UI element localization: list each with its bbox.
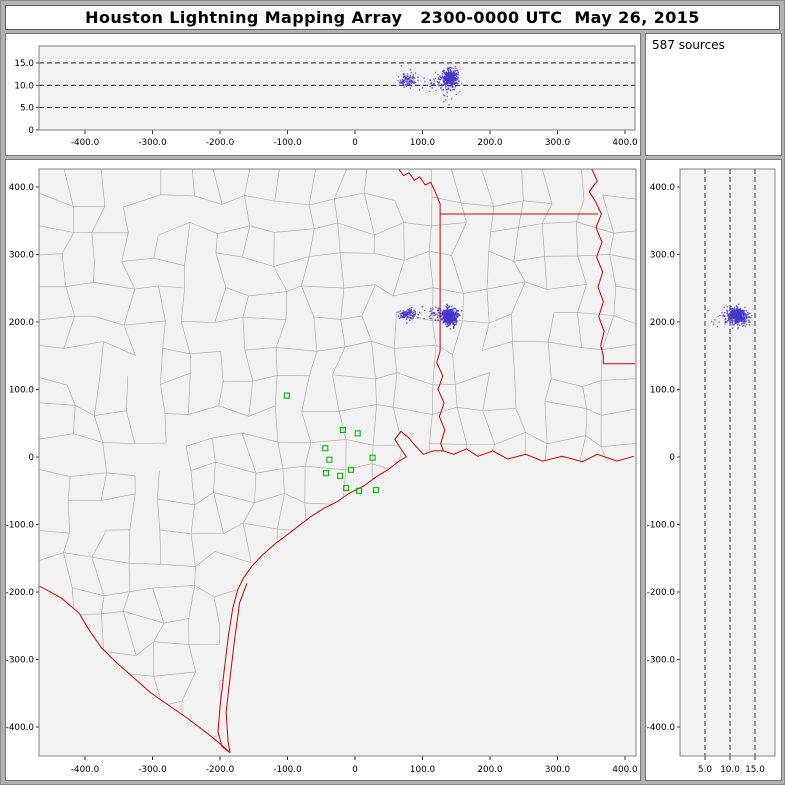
svg-text:0: 0 bbox=[352, 138, 358, 148]
svg-text:400.0: 400.0 bbox=[650, 183, 676, 193]
station-marker bbox=[339, 426, 346, 434]
svg-text:300.0: 300.0 bbox=[545, 138, 571, 148]
svg-text:100.0: 100.0 bbox=[9, 386, 35, 396]
source-count-label: 587 sources bbox=[652, 38, 725, 52]
coastline bbox=[217, 430, 634, 754]
plan-view-panel: -400.0 -300.0 -200.0 -100.0 0 100.0 200.0 300.0… bbox=[5, 159, 641, 781]
plan-view-plot[interactable]: -400.0 -300.0 -200.0 -100.0 0 100.0 200.0 300.0… bbox=[6, 160, 640, 780]
rio-grande bbox=[39, 585, 231, 754]
lightning-sources-layer bbox=[707, 303, 753, 330]
svg-text:-100.0: -100.0 bbox=[647, 521, 676, 531]
altitude-gridlines bbox=[704, 169, 756, 756]
svg-text:-400.0: -400.0 bbox=[647, 723, 676, 733]
svg-text:-300.0: -300.0 bbox=[138, 138, 167, 148]
lightning-sources-layer bbox=[397, 65, 463, 106]
mississippi-river bbox=[588, 169, 605, 364]
svg-text:-200.0: -200.0 bbox=[6, 588, 34, 598]
station-marker bbox=[283, 392, 290, 399]
altitude-ew-axes: -400.0 -300.0 -200.0 -100.0 0 100.0 200.0 300.0… bbox=[14, 59, 638, 148]
svg-text:-400.0: -400.0 bbox=[71, 138, 100, 148]
svg-text:400.0: 400.0 bbox=[612, 138, 638, 148]
station-marker bbox=[322, 470, 330, 477]
svg-text:-400.0: -400.0 bbox=[6, 723, 34, 733]
station-marker bbox=[369, 454, 376, 461]
svg-text:100.0: 100.0 bbox=[650, 386, 676, 396]
svg-text:0: 0 bbox=[669, 453, 675, 463]
svg-text:300.0: 300.0 bbox=[650, 251, 676, 261]
altitude-ns-panel: 5.0 10.0 15.0 400.0 300.0 200.0 100.0 0 -100.0 -2… bbox=[645, 159, 782, 781]
svg-text:200.0: 200.0 bbox=[477, 138, 503, 148]
station-marker bbox=[322, 445, 329, 452]
svg-text:-200.0: -200.0 bbox=[206, 765, 235, 775]
svg-text:300.0: 300.0 bbox=[545, 765, 571, 775]
barrier-island bbox=[225, 583, 248, 753]
altitude-ew-panel: -400.0 -300.0 -200.0 -100.0 0 100.0 200.0 300.0… bbox=[5, 33, 641, 156]
svg-text:10.0: 10.0 bbox=[14, 81, 34, 91]
station-marker bbox=[326, 456, 333, 463]
page-title: Houston Lightning Mapping Array 2300-000… bbox=[85, 8, 700, 27]
svg-text:-300.0: -300.0 bbox=[138, 765, 167, 775]
svg-text:400.0: 400.0 bbox=[9, 183, 35, 193]
svg-text:-300.0: -300.0 bbox=[6, 656, 34, 666]
altitude-ns-plot[interactable]: 5.0 10.0 15.0 400.0 300.0 200.0 100.0 0 -100.0 -2… bbox=[646, 160, 781, 780]
title-bar: Houston Lightning Mapping Array 2300-000… bbox=[5, 5, 780, 30]
plan-view-axes: -400.0 -300.0 -200.0 -100.0 0 100.0 200.0 300.0… bbox=[6, 183, 638, 775]
svg-text:-100.0: -100.0 bbox=[273, 765, 302, 775]
state-borders bbox=[39, 169, 636, 754]
red-river bbox=[398, 169, 441, 214]
source-count-panel: 587 sources bbox=[645, 33, 782, 156]
svg-text:-200.0: -200.0 bbox=[206, 138, 235, 148]
svg-text:200.0: 200.0 bbox=[477, 765, 503, 775]
svg-text:400.0: 400.0 bbox=[612, 765, 638, 775]
svg-text:5.0: 5.0 bbox=[698, 765, 712, 775]
altitude-ew-plot[interactable]: -400.0 -300.0 -200.0 -100.0 0 100.0 200.0 300.0… bbox=[6, 34, 640, 155]
svg-text:15.0: 15.0 bbox=[14, 59, 34, 69]
station-marker bbox=[354, 430, 361, 437]
svg-text:0: 0 bbox=[28, 126, 34, 136]
station-marker bbox=[356, 487, 363, 494]
svg-text:-100.0: -100.0 bbox=[273, 138, 302, 148]
svg-text:-100.0: -100.0 bbox=[6, 521, 34, 531]
altitude-gridlines bbox=[39, 62, 635, 109]
svg-text:100.0: 100.0 bbox=[410, 765, 436, 775]
svg-text:0: 0 bbox=[28, 453, 34, 463]
svg-text:-300.0: -300.0 bbox=[647, 656, 676, 666]
svg-text:200.0: 200.0 bbox=[9, 318, 35, 328]
altitude-ns-axes: 5.0 10.0 15.0 400.0 300.0 200.0 100.0 0 -100.0 -2… bbox=[647, 183, 766, 775]
svg-text:0: 0 bbox=[352, 765, 358, 775]
station-marker bbox=[372, 487, 379, 494]
svg-text:200.0: 200.0 bbox=[650, 318, 676, 328]
svg-text:-400.0: -400.0 bbox=[71, 765, 100, 775]
svg-text:10.0: 10.0 bbox=[720, 765, 740, 775]
lightning-sources-layer bbox=[397, 303, 463, 330]
station-marker bbox=[347, 466, 354, 473]
svg-text:15.0: 15.0 bbox=[745, 765, 765, 775]
svg-text:5.0: 5.0 bbox=[20, 104, 34, 114]
sabine-river bbox=[436, 350, 446, 452]
station-marker bbox=[337, 472, 344, 479]
station-marker bbox=[343, 485, 350, 492]
svg-text:300.0: 300.0 bbox=[9, 251, 35, 261]
svg-text:100.0: 100.0 bbox=[410, 138, 436, 148]
svg-text:-200.0: -200.0 bbox=[647, 588, 676, 598]
station-markers bbox=[283, 392, 379, 494]
